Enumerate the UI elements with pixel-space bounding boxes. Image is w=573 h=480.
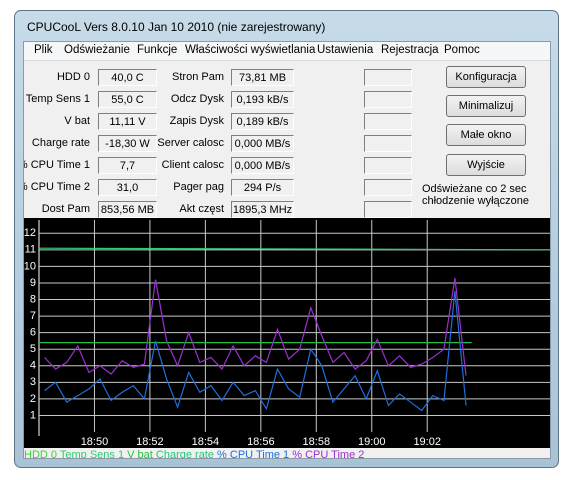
legend-entry: V bat — [127, 449, 153, 459]
empty-box — [364, 157, 412, 174]
x-tick-label: 18:58 — [303, 436, 331, 448]
series-line — [44, 291, 467, 412]
status-text: chłodzenie wyłączone — [422, 195, 530, 207]
client-area: Plik Odświeżanie Funkcje Właściwości wyświe… — [23, 41, 551, 459]
field-label: Odcz Dysk — [170, 93, 224, 105]
field-label: HDD 0 — [56, 71, 90, 83]
field-label: Temp Sens 1 — [25, 93, 90, 105]
empty-box — [364, 201, 412, 218]
field-label: V bat — [64, 115, 90, 127]
empty-box — [364, 91, 412, 108]
field-label: Pager pag — [173, 181, 224, 193]
series-line — [38, 247, 550, 251]
window-title: CPUCooL Vers 8.0.10 Jan 10 2010 (nie zar… — [27, 20, 326, 34]
field-value: 0,189 kB/s — [231, 113, 294, 130]
x-tick-label: 18:50 — [81, 436, 109, 448]
field-value: 294 P/s — [231, 179, 294, 196]
button[interactable]: Konfiguracja — [446, 66, 526, 88]
x-tick-label: 18:54 — [192, 436, 220, 448]
field-label: Stron Pam — [172, 71, 224, 83]
button[interactable]: Małe okno — [446, 124, 526, 146]
field-label: Akt częst — [179, 203, 224, 215]
button[interactable]: Wyjście — [446, 154, 526, 176]
legend-entry: % CPU Time 1 — [217, 449, 289, 459]
menu-item[interactable]: Właściwości wyświetlania — [185, 44, 316, 56]
field-label: Zapis Dysk — [169, 115, 224, 127]
y-tick-label: 10 — [24, 260, 36, 272]
y-tick-label: 1 — [30, 409, 36, 421]
y-tick-label: 11 — [25, 244, 36, 256]
field-value: 55,0 C — [98, 91, 157, 108]
legend: HDD 0 Temp Sens 1 V bat Charge rate % CP… — [24, 449, 364, 459]
empty-box — [364, 69, 412, 86]
y-tick-label: 7 — [30, 310, 36, 322]
status-text: Odświeżane co 2 sec — [422, 183, 527, 195]
window: CPUCooL Vers 8.0.10 Jan 10 2010 (nie zar… — [14, 10, 559, 468]
field-value: 40,0 C — [98, 69, 157, 86]
field-value: 853,56 MB — [98, 201, 157, 218]
menu-bar: Plik Odświeżanie Funkcje Właściwości wyświe… — [24, 42, 550, 61]
field-label: % CPU Time 2 — [23, 181, 90, 193]
field-value: 73,81 MB — [231, 69, 294, 86]
y-tick-label: 6 — [30, 327, 36, 339]
field-value: 0,000 MB/s — [231, 135, 294, 152]
x-tick-label: 19:00 — [358, 436, 386, 448]
x-tick-label: 18:52 — [136, 436, 164, 448]
y-tick-label: 12 — [24, 227, 36, 239]
menu-item[interactable]: Ustawienia — [317, 44, 374, 56]
legend-entry: Temp Sens 1 — [60, 449, 124, 459]
field-value: 0,000 MB/s — [231, 157, 294, 174]
y-tick-label: 3 — [30, 376, 36, 388]
field-value: 11,11 V — [98, 113, 157, 130]
field-value: -18,30 W — [98, 135, 157, 152]
y-tick-label: 2 — [30, 393, 36, 405]
y-tick-label: 5 — [30, 343, 36, 355]
x-tick-label: 19:02 — [413, 436, 441, 448]
y-tick-label: 4 — [30, 360, 36, 372]
field-value: 1895,3 MHz — [231, 201, 294, 218]
menu-item[interactable]: Funkcje — [137, 44, 178, 56]
button[interactable]: Minimalizuj — [446, 95, 526, 117]
menu-item[interactable]: Plik — [34, 44, 53, 56]
field-value: 7,7 — [98, 157, 157, 174]
field-value: 31,0 — [98, 179, 157, 196]
field-value: 0,193 kB/s — [231, 91, 294, 108]
legend-entry: % CPU Time 2 — [292, 449, 364, 459]
field-label: Server calosc — [157, 137, 224, 149]
menu-item[interactable]: Odświeżanie — [64, 44, 130, 56]
x-tick-label: 18:56 — [247, 436, 275, 448]
series-line — [44, 277, 467, 376]
menu-item[interactable]: Rejestracja — [381, 44, 439, 56]
field-label: % CPU Time 1 — [23, 159, 90, 171]
empty-box — [364, 113, 412, 130]
field-label: Client calosc — [161, 159, 224, 171]
legend-entry: HDD 0 — [24, 449, 57, 459]
empty-box — [364, 179, 412, 196]
y-tick-label: 9 — [30, 277, 36, 289]
y-tick-label: 8 — [30, 293, 36, 305]
menu-item[interactable]: Pomoc — [444, 44, 480, 56]
legend-entry: Charge rate — [156, 449, 214, 459]
field-label: Charge rate — [31, 137, 90, 149]
empty-box — [364, 135, 412, 152]
field-label: Dost Pam — [41, 203, 90, 215]
